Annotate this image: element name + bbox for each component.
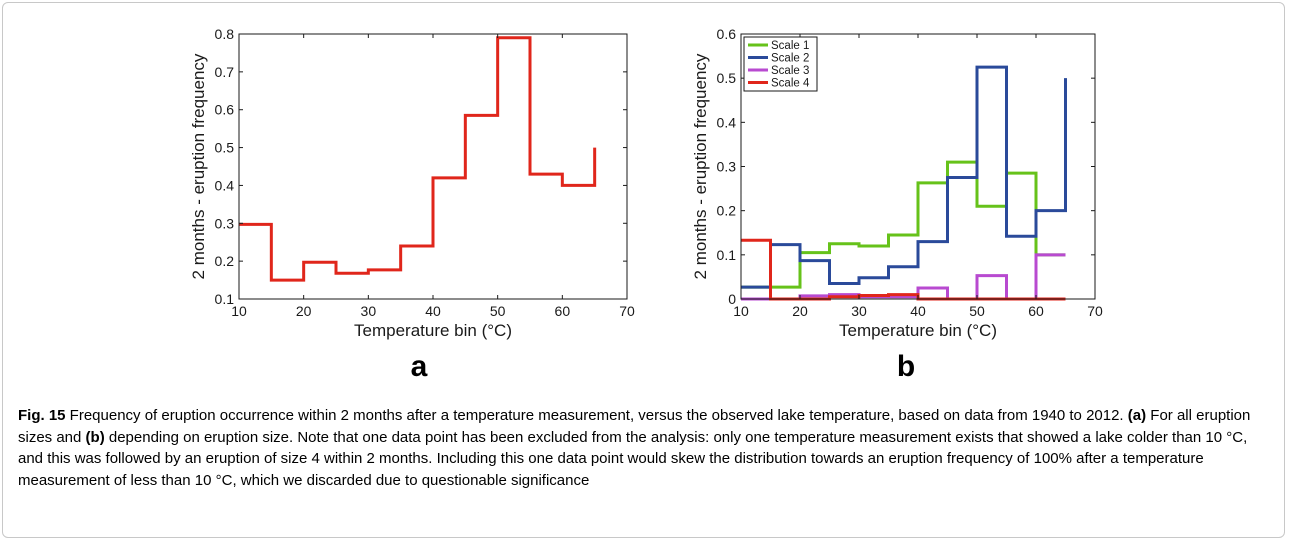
x-axis-title: Temperature bin (°C) — [839, 321, 997, 340]
y-axis-title: 2 months - eruption frequency — [189, 53, 208, 279]
x-tick-label: 30 — [851, 303, 867, 319]
y-tick-label: 0.1 — [717, 247, 737, 263]
x-tick-label: 60 — [1028, 303, 1044, 319]
chart-panel-b: 10 20 30 40 50 60 70 0 0.1 0.2 0.3 0.4 0.5 0.6 Tempera… — [691, 26, 1103, 340]
caption-part-b: (b) — [85, 428, 105, 446]
legend-label-scale-2: Scale 2 — [771, 53, 809, 65]
x-axis-title: Temperature bin (°C) — [354, 321, 512, 340]
series-line-scale-1 — [741, 160, 1066, 289]
caption-figure-label: Fig. 15 — [18, 407, 66, 424]
y-tick-label: 0 — [728, 291, 736, 307]
y-tick-label: 0.1 — [215, 291, 235, 307]
y-tick-label: 0.2 — [215, 253, 235, 269]
x-tick-label: 20 — [792, 303, 808, 319]
y-tick-label: 0.6 — [215, 102, 235, 118]
series-line-scale-2 — [741, 65, 1067, 289]
x-tick-label: 70 — [1087, 303, 1103, 319]
x-tick-label: 70 — [619, 303, 635, 319]
caption-text-2: For all eruption sizes and — [18, 407, 1251, 446]
panel-b-label: b — [896, 350, 916, 383]
x-tick-label: 20 — [296, 303, 312, 319]
caption-text-1: Frequency of eruption occurrence within … — [65, 407, 1128, 424]
legend-label-scale-4: Scale 4 — [771, 78, 810, 90]
chart-panel-a: 10 20 30 40 50 60 70 0.1 0.2 0.3 0.4 0.5 0.6 0.7 0.8 Te… — [189, 26, 635, 340]
y-tick-label: 0.4 — [717, 114, 737, 130]
x-tick-label: 50 — [969, 303, 985, 319]
y-tick-label: 0.8 — [215, 26, 235, 42]
y-tick-label: 0.7 — [215, 64, 235, 80]
legend-label-scale-3: Scale 3 — [771, 65, 809, 77]
caption-text-3: depending on eruption size. Note that on… — [18, 428, 1248, 489]
panel-a-label: a — [410, 350, 428, 383]
y-tick-label: 0.6 — [717, 26, 737, 42]
series-line-scale-4 — [741, 238, 1066, 301]
x-tick-label: 30 — [361, 303, 377, 319]
y-tick-label: 0.3 — [717, 159, 737, 175]
x-tick-label: 50 — [490, 303, 506, 319]
legend-label-scale-1: Scale 1 — [771, 40, 809, 52]
x-tick-label: 10 — [733, 303, 749, 319]
x-tick-label: 10 — [231, 303, 247, 319]
y-tick-label: 0.5 — [717, 70, 737, 86]
y-axis-title: 2 months - eruption frequency — [691, 53, 710, 279]
caption-part-a: (a) — [1127, 407, 1147, 424]
y-tick-label: 0.2 — [717, 203, 737, 219]
series-line-scale-3 — [741, 253, 1066, 301]
figure-plots: 10 20 30 40 50 60 70 0.1 0.2 0.3 0.4 0.5 0.6 0.7 0.8 Te… — [189, 26, 1103, 340]
x-tick-label: 60 — [555, 303, 571, 319]
x-tick-label: 40 — [425, 303, 441, 319]
series-line-frequency — [239, 36, 597, 282]
y-tick-label: 0.3 — [215, 215, 235, 231]
x-tick-label: 40 — [910, 303, 926, 319]
figure-caption: Fig. 15 Frequency of eruption occurrence… — [18, 405, 1268, 491]
y-tick-label: 0.5 — [215, 140, 235, 156]
axes-frame — [238, 33, 628, 300]
y-tick-label: 0.4 — [215, 177, 235, 193]
